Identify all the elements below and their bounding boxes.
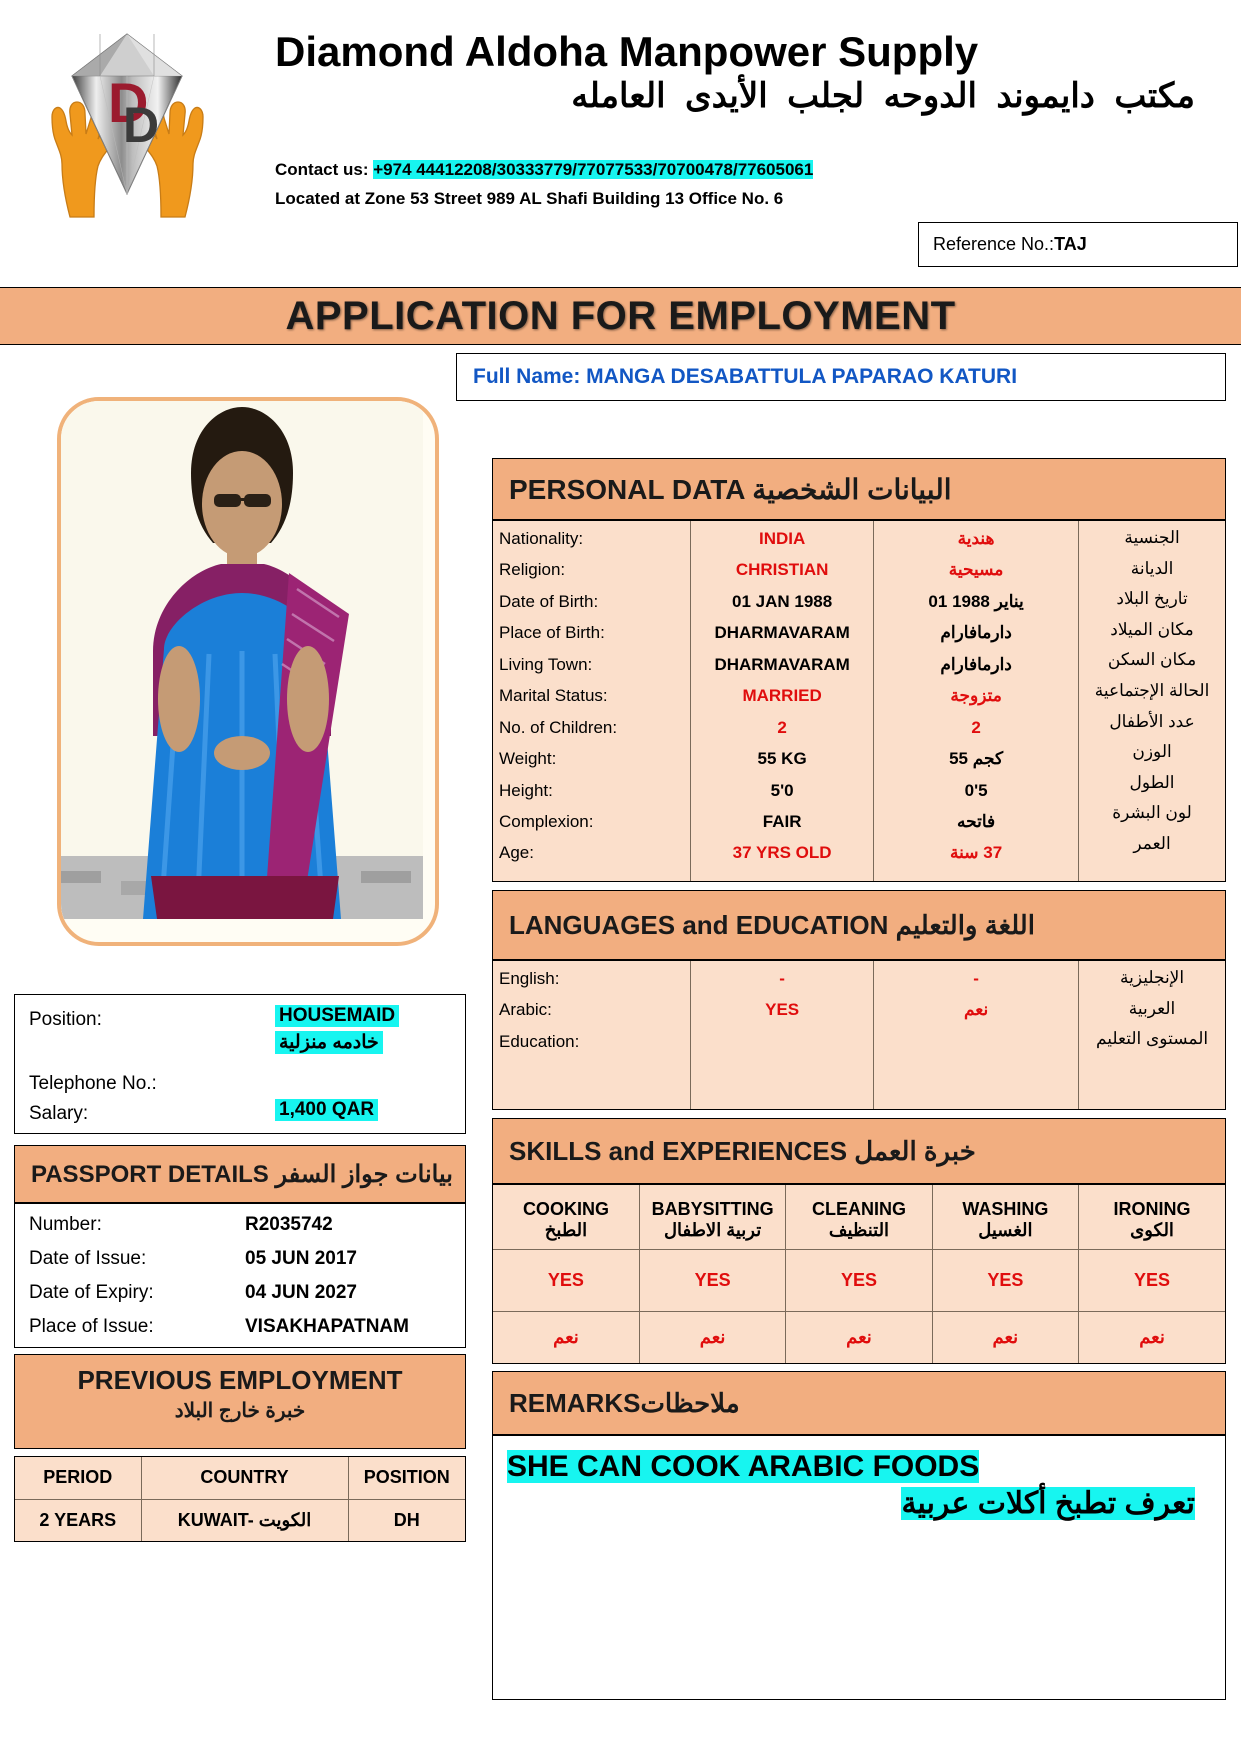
svg-text:D: D [123,97,159,153]
